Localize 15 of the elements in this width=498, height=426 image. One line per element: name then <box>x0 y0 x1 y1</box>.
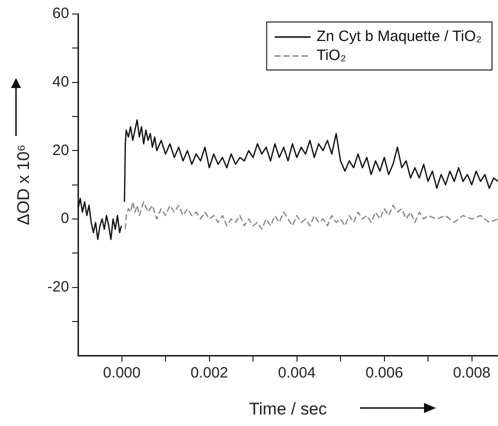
legend-label: Zn Cyt b Maquette / TiO₂ <box>316 28 482 46</box>
x-tick-label: 0.002 <box>190 364 228 382</box>
legend-label: TiO₂ <box>316 47 346 64</box>
x-tick-label: 0.000 <box>103 364 141 382</box>
y-tick-label: 20 <box>52 142 70 159</box>
x-tick-label: 0.006 <box>366 364 404 382</box>
y-tick-label: -20 <box>47 278 70 296</box>
y-tick-label: 60 <box>52 5 70 22</box>
line-series <box>124 201 498 230</box>
y-tick-label: 40 <box>52 73 70 90</box>
y-axis-title: ΔOD x 10⁶ <box>14 144 33 226</box>
x-tick-label: 0.004 <box>278 364 316 382</box>
x-axis-title: Time / sec <box>249 399 328 418</box>
y-tick-label: 0 <box>60 210 70 228</box>
x-tick-label: 0.008 <box>452 364 491 382</box>
